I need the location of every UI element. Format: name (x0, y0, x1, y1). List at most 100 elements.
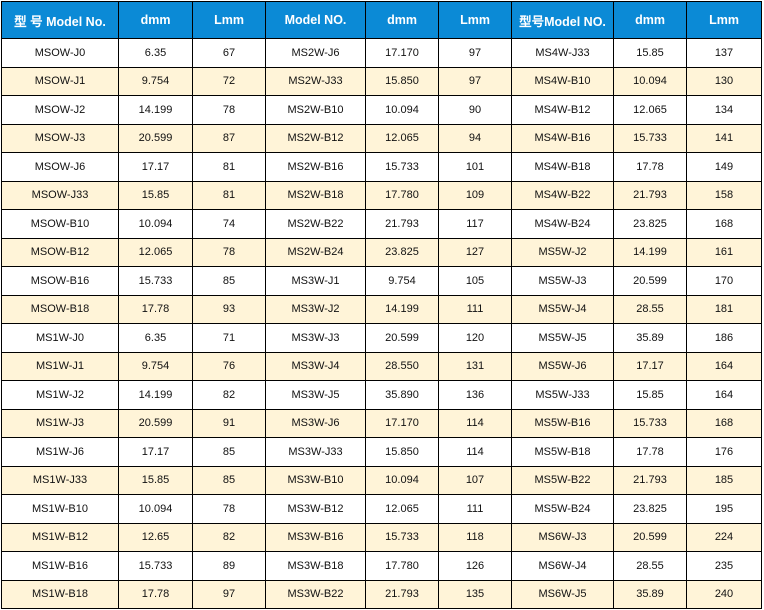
model-cell: MS3W-J1 (265, 266, 366, 296)
dmm-cell: 15.85 (613, 380, 687, 410)
model-cell: MS2W-J33 (265, 66, 366, 96)
model-cell: MS5W-J33 (511, 380, 614, 410)
model-cell: MSOW-J1 (1, 66, 119, 96)
dmm-cell: 21.793 (613, 465, 687, 495)
lmm-cell: 81 (192, 152, 266, 182)
lmm-cell: 87 (192, 123, 266, 153)
model-cell: MS5W-J6 (511, 351, 614, 381)
model-cell: MSOW-J33 (1, 180, 119, 210)
table-row: MSOW-B16 15.733 85 MS3W-J1 9.754 105 MS5W-J3 20… (1, 266, 762, 296)
model-cell: MSOW-B10 (1, 209, 119, 239)
model-cell: MS6W-J5 (511, 579, 614, 609)
model-cell: MS1W-J2 (1, 380, 119, 410)
dmm-cell: 17.78 (118, 579, 193, 609)
dmm-cell: 20.599 (365, 323, 439, 353)
lmm-cell: 82 (192, 380, 266, 410)
model-cell: MS2W-B12 (265, 123, 366, 153)
dmm-cell: 28.550 (365, 351, 439, 381)
table-row: MS1W-B12 12.65 82 MS3W-B16 15.733 118 MS6W-J3 2… (1, 522, 762, 552)
lmm-cell: 185 (686, 465, 762, 495)
lmm-cell: 97 (438, 38, 512, 68)
lmm-cell: 76 (192, 351, 266, 381)
model-cell: MS1W-J0 (1, 323, 119, 353)
lmm-cell: 78 (192, 494, 266, 524)
lmm-cell: 85 (192, 465, 266, 495)
model-cell: MS3W-J5 (265, 380, 366, 410)
dmm-cell: 12.065 (118, 237, 193, 267)
dmm-cell: 15.733 (118, 266, 193, 296)
lmm-cell: 74 (192, 209, 266, 239)
model-cell: MS5W-J4 (511, 294, 614, 324)
lmm-cell: 82 (192, 522, 266, 552)
lmm-cell: 137 (686, 38, 762, 68)
lmm-cell: 97 (192, 579, 266, 609)
table-row: MSOW-J2 14.199 78 MS2W-B10 10.094 90 MS4W-B12 1… (1, 95, 762, 125)
lmm-cell: 107 (438, 465, 512, 495)
table-row: MS1W-B10 10.094 78 MS3W-B12 12.065 111 MS5W-B2… (1, 494, 762, 524)
lmm-cell: 120 (438, 323, 512, 353)
lmm-cell: 78 (192, 237, 266, 267)
dmm-cell: 20.599 (613, 266, 687, 296)
lmm-cell: 141 (686, 123, 762, 153)
lmm-cell: 127 (438, 237, 512, 267)
lmm-cell: 149 (686, 152, 762, 182)
table-row: MS1W-B18 17.78 97 MS3W-B22 21.793 135 MS6W-J5 3… (1, 579, 762, 609)
table-row: MS1W-J2 14.199 82 MS3W-J5 35.890 136 MS5W-J33 1… (1, 380, 762, 410)
model-cell: MS1W-J1 (1, 351, 119, 381)
dmm-cell: 23.825 (613, 209, 687, 239)
lmm-cell: 164 (686, 380, 762, 410)
column-header-dmm-1: dmm (118, 1, 193, 39)
dmm-cell: 21.793 (365, 579, 439, 609)
model-cell: MS3W-J3 (265, 323, 366, 353)
table-row: MSOW-J33 15.85 81 MS2W-B18 17.780 109 MS4W-B22… (1, 180, 762, 210)
column-header-lmm-2: Lmm (438, 1, 512, 39)
model-cell: MS1W-J6 (1, 437, 119, 467)
lmm-cell: 81 (192, 180, 266, 210)
lmm-cell: 85 (192, 437, 266, 467)
dmm-cell: 23.825 (613, 494, 687, 524)
lmm-cell: 78 (192, 95, 266, 125)
column-header-model-3: 型号Model NO. (511, 1, 614, 39)
dmm-cell: 15.850 (365, 66, 439, 96)
dmm-cell: 6.35 (118, 38, 193, 68)
lmm-cell: 93 (192, 294, 266, 324)
model-cell: MS3W-B12 (265, 494, 366, 524)
dmm-cell: 35.89 (613, 323, 687, 353)
dmm-cell: 12.65 (118, 522, 193, 552)
column-header-model-2: Model NO. (265, 1, 366, 39)
model-cell: MS2W-B10 (265, 95, 366, 125)
table-row: MS1W-J1 9.754 76 MS3W-J4 28.550 131 MS5W-J6 17.… (1, 351, 762, 381)
lmm-cell: 94 (438, 123, 512, 153)
dmm-cell: 14.199 (365, 294, 439, 324)
model-cell: MS6W-J4 (511, 551, 614, 581)
table-row: MSOW-B18 17.78 93 MS3W-J2 14.199 111 MS5W-J4 28… (1, 294, 762, 324)
table-row: MSOW-J1 9.754 72 MS2W-J33 15.850 97 MS4W-B10 10… (1, 66, 762, 96)
model-cell: MS4W-B16 (511, 123, 614, 153)
column-header-dmm-3: dmm (613, 1, 687, 39)
dmm-cell: 15.733 (613, 123, 687, 153)
dmm-cell: 20.599 (613, 522, 687, 552)
dmm-cell: 15.850 (365, 437, 439, 467)
dmm-cell: 10.094 (365, 95, 439, 125)
lmm-cell: 72 (192, 66, 266, 96)
model-cell: MS1W-B16 (1, 551, 119, 581)
model-cell: MSOW-B18 (1, 294, 119, 324)
lmm-cell: 114 (438, 408, 512, 438)
dmm-cell: 6.35 (118, 323, 193, 353)
model-cell: MS1W-B18 (1, 579, 119, 609)
dmm-cell: 20.599 (118, 123, 193, 153)
lmm-cell: 136 (438, 380, 512, 410)
dmm-cell: 15.733 (613, 408, 687, 438)
model-cell: MS5W-B24 (511, 494, 614, 524)
model-cell: MS1W-J3 (1, 408, 119, 438)
lmm-cell: 111 (438, 494, 512, 524)
dmm-cell: 17.78 (613, 152, 687, 182)
lmm-cell: 181 (686, 294, 762, 324)
dmm-cell: 20.599 (118, 408, 193, 438)
dmm-cell: 17.780 (365, 180, 439, 210)
dmm-cell: 14.199 (118, 95, 193, 125)
model-cell: MS2W-B18 (265, 180, 366, 210)
column-header-lmm-3: Lmm (686, 1, 762, 39)
model-cell: MS5W-J5 (511, 323, 614, 353)
lmm-cell: 71 (192, 323, 266, 353)
